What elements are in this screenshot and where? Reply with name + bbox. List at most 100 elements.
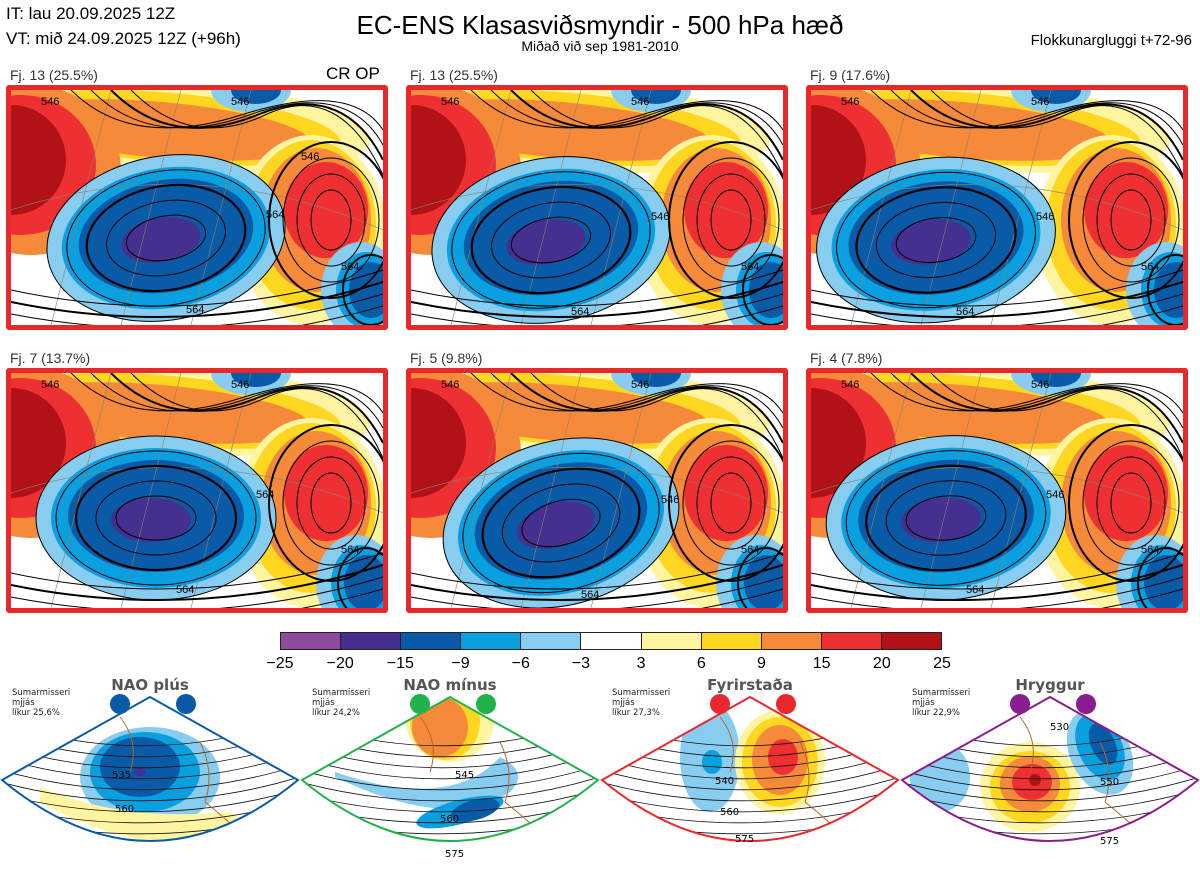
contour-label: 546	[631, 379, 649, 391]
height-contour	[1100, 588, 1183, 608]
meridian-line	[190, 90, 252, 325]
regime-probability: líkur 24,2%	[312, 708, 360, 718]
contour-label: 564	[741, 261, 759, 273]
anomaly-region	[231, 90, 281, 104]
height-contour	[85, 183, 247, 293]
height-contour	[282, 440, 380, 566]
height-contour	[11, 564, 383, 602]
height-contour	[490, 373, 783, 429]
height-contour	[411, 564, 783, 602]
regime-season: Sumarmisseri	[312, 688, 371, 698]
height-contour	[602, 776, 898, 802]
anomaly-region	[411, 388, 466, 498]
height-contour	[885, 480, 1007, 556]
height-contour	[70, 90, 383, 131]
meridian-line	[50, 373, 112, 608]
height-contour	[337, 547, 383, 608]
height-contour	[870, 90, 1183, 131]
height-contour	[811, 576, 1183, 608]
regime-fan-border	[900, 695, 1200, 842]
height-contour	[700, 588, 783, 608]
contour-label: 546	[1031, 379, 1049, 391]
height-contour	[11, 576, 383, 608]
cluster-map-6[interactable]: 546 546 564 546 564	[806, 368, 1188, 613]
anomaly-region	[910, 742, 970, 812]
anomaly-region	[1084, 162, 1168, 258]
height-contour	[115, 495, 197, 541]
colorbar-tick: −9	[451, 655, 470, 672]
height-contour	[668, 424, 783, 582]
contour-label: 560	[440, 814, 459, 825]
anomaly-region	[1088, 723, 1118, 765]
height-contour	[602, 752, 898, 780]
anomaly-region	[1154, 262, 1183, 318]
anomaly-region	[450, 798, 500, 822]
contour-label: 546	[41, 379, 59, 391]
cluster-map-5[interactable]: 546 546 564 546 564	[406, 368, 788, 613]
panel-label: Fj. 13 (25.5%)	[10, 67, 98, 83]
anomaly-region	[231, 373, 281, 387]
height-contour	[902, 752, 1198, 780]
regime-marker-icon	[776, 694, 796, 714]
height-contour	[342, 254, 383, 325]
height-contour	[310, 189, 352, 251]
colorbar-tick: 20	[872, 655, 891, 672]
cluster-map-2[interactable]: 546 546 564 546 564	[406, 85, 788, 330]
regime-fan-border	[600, 695, 900, 842]
height-contour	[411, 552, 783, 590]
height-contour	[870, 373, 1183, 414]
height-contour	[296, 173, 366, 267]
height-contour	[710, 472, 752, 534]
regime-season: Sumarmisseri	[912, 688, 971, 698]
regime-months: mjjás	[912, 698, 935, 708]
anomaly-region	[284, 162, 368, 258]
contour-label: 546	[441, 96, 459, 108]
height-contour	[696, 173, 766, 267]
height-contour	[1110, 189, 1152, 251]
height-contour	[2, 752, 298, 780]
contour-label: 564	[966, 584, 984, 596]
anomaly-region	[134, 768, 146, 776]
contour-label: 546	[231, 96, 249, 108]
height-contour	[462, 452, 660, 594]
cluster-map-4[interactable]: 546 546 564 564 564	[6, 368, 388, 613]
colorbar-swatch	[701, 633, 762, 649]
height-contour	[902, 764, 1198, 791]
height-contour	[110, 90, 383, 161]
height-contour	[70, 373, 383, 414]
height-contour	[855, 186, 1017, 294]
anomaly-region	[811, 388, 866, 498]
colorbar-swatch	[761, 633, 822, 649]
height-contour	[302, 788, 598, 813]
height-contour	[74, 464, 238, 572]
height-contour	[470, 373, 783, 414]
height-contour	[2, 764, 298, 791]
colorbar-swatch	[521, 633, 582, 649]
height-contour	[682, 440, 780, 566]
meridian-line	[520, 373, 582, 608]
height-contour	[811, 281, 1183, 319]
contour-label: 545	[455, 770, 474, 781]
parallel-line	[811, 184, 1183, 231]
contour-label: 546	[1036, 211, 1054, 223]
panel-label: Fj. 7 (13.7%)	[10, 350, 91, 366]
cluster-map-3[interactable]: 546 546 564 546 564	[806, 85, 1188, 330]
height-contour	[302, 776, 598, 802]
height-contour	[742, 254, 783, 325]
height-contour	[1147, 254, 1183, 325]
height-contour	[55, 450, 257, 586]
contour-label: 546	[301, 151, 319, 163]
height-contour	[510, 373, 783, 444]
meridian-line	[190, 373, 252, 608]
colorbar-tick: −15	[386, 655, 414, 672]
height-contour	[510, 216, 592, 264]
anomaly-region	[1084, 445, 1168, 541]
height-contour	[845, 450, 1047, 586]
cluster-map-1[interactable]: 546 546 564 564 564 546	[6, 85, 388, 330]
height-contour	[302, 752, 598, 780]
init-time: IT: lau 20.09.2025 12Z	[6, 4, 176, 23]
regime-season: Sumarmisseri	[12, 688, 71, 698]
regime-marker-icon	[410, 694, 430, 714]
anomaly-region	[1029, 774, 1041, 786]
colorbar-swatch	[641, 633, 702, 649]
